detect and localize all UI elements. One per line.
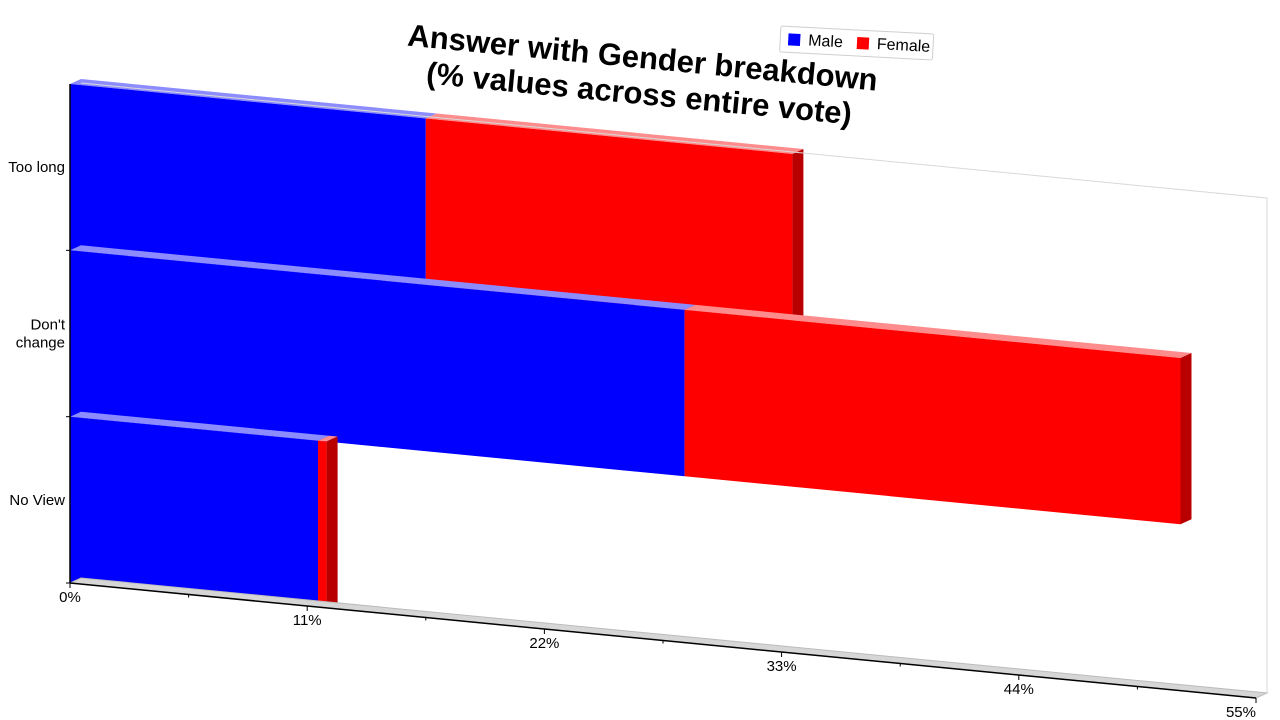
x-tick-label: 55% bbox=[1226, 704, 1256, 720]
x-tick-label: 33% bbox=[767, 658, 797, 675]
axes: Too long Don't change No View 0% 11% 22% 33% 44%… bbox=[8, 82, 1269, 720]
legend: Male Female bbox=[779, 25, 935, 61]
bar-male-2 bbox=[70, 411, 329, 607]
bar-male-1 bbox=[70, 245, 696, 477]
legend-box bbox=[779, 25, 935, 61]
floor bbox=[68, 577, 1269, 699]
category-label: Don't change bbox=[16, 317, 66, 352]
category-label: Too long bbox=[8, 159, 65, 176]
bar-female-1 bbox=[684, 304, 1192, 525]
plot-area bbox=[70, 79, 1192, 608]
x-tick-label: 22% bbox=[529, 635, 559, 652]
legend-label-female: Female bbox=[876, 36, 930, 56]
x-tick-label: 44% bbox=[1004, 681, 1034, 698]
back-wall bbox=[80, 82, 1268, 693]
legend-swatch-male bbox=[787, 33, 801, 47]
legend-swatch-female bbox=[856, 37, 870, 50]
bar-female-2 bbox=[318, 435, 338, 608]
x-tick-label: 0% bbox=[59, 589, 81, 606]
legend-label-male: Male bbox=[808, 32, 844, 51]
x-tick-label: 11% bbox=[293, 612, 322, 629]
category-label: No View bbox=[9, 492, 65, 509]
